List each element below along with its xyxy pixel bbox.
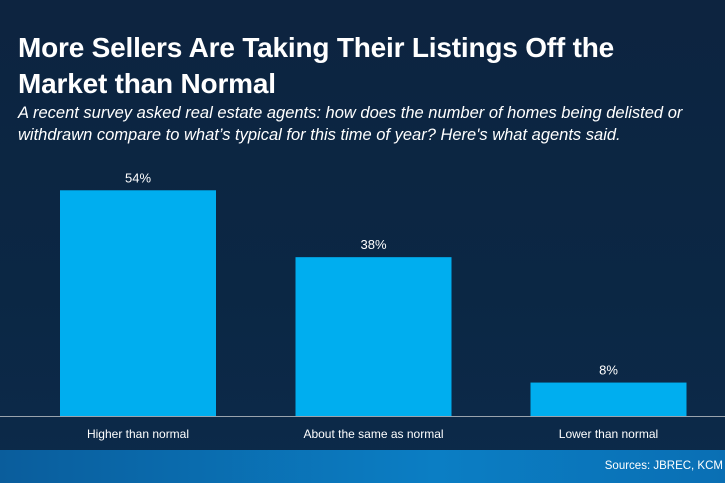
bar	[295, 257, 452, 416]
value-label: 54%	[125, 170, 151, 185]
x-tick-label: About the same as normal	[303, 427, 443, 441]
chart-title: More Sellers Are Taking Their Listings O…	[18, 32, 615, 99]
x-tick-label: Lower than normal	[559, 427, 658, 441]
source: Sources: JBREC, KCM	[604, 460, 723, 472]
bar	[530, 382, 687, 416]
value-label: 8%	[599, 363, 618, 378]
value-label: 38%	[360, 237, 386, 252]
x-tick-label: Higher than normal	[87, 427, 189, 441]
footer: Sources: JBREC, KCM	[0, 450, 725, 483]
chart-subtitle: A recent survey asked real estate agents…	[18, 104, 683, 144]
bar	[60, 190, 216, 416]
